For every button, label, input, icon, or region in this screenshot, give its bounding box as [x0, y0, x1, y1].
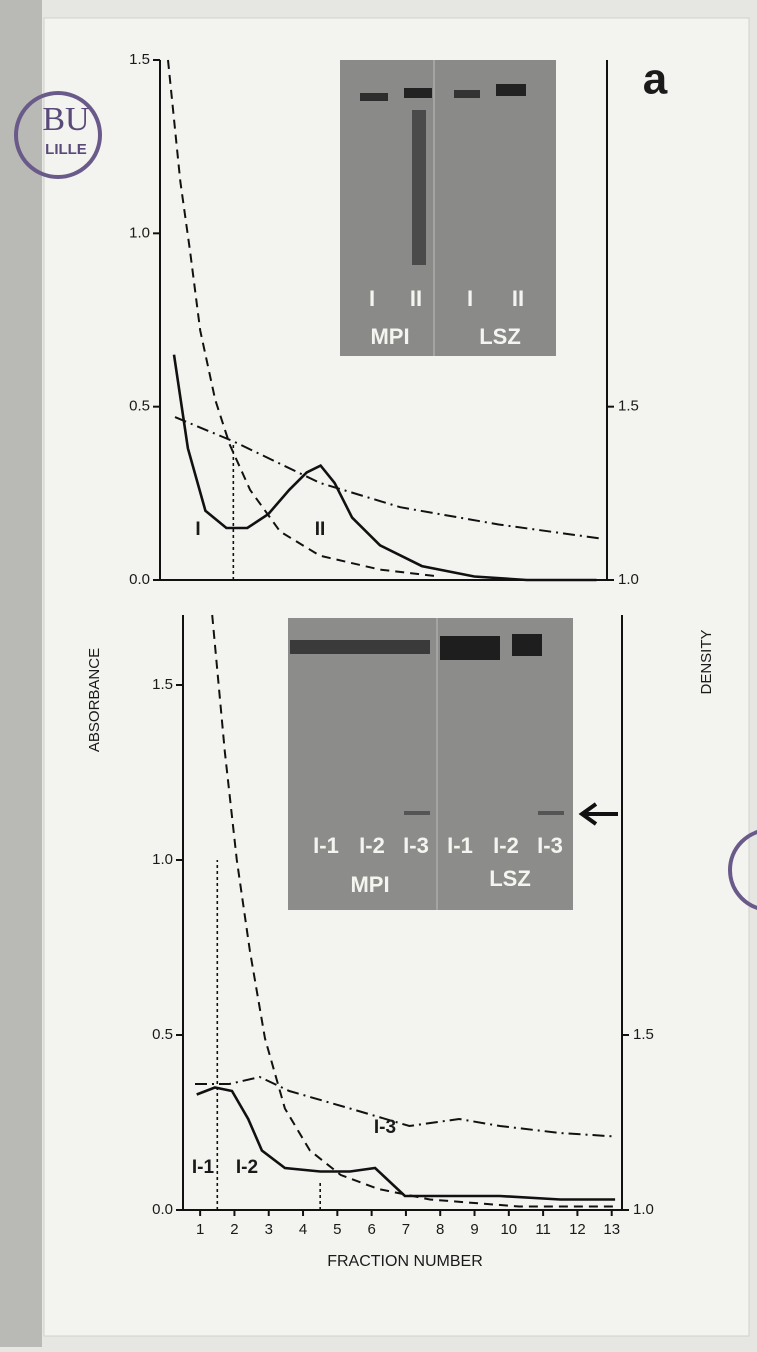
lane-label: I-3	[403, 833, 429, 858]
gel-band	[360, 93, 388, 101]
lane-label: I-2	[493, 833, 519, 858]
group-label: LSZ	[479, 324, 521, 349]
lane-label: II	[512, 286, 524, 311]
x-tick-label: 1	[196, 1221, 204, 1238]
arrow	[578, 802, 618, 826]
line-series	[196, 1086, 616, 1201]
gel-band	[496, 84, 526, 96]
stamp: BU LILLE	[14, 91, 757, 910]
line-series	[167, 59, 440, 578]
y-tick-label: 0.5	[129, 398, 150, 415]
gel-band	[440, 636, 500, 660]
gel-band	[290, 640, 430, 654]
gel-inset: I II I II MPI LSZ	[340, 60, 556, 356]
y-tick-label: 1.5	[129, 51, 150, 68]
lane-label: I	[467, 286, 473, 311]
y2-axis-title: DENSITY	[698, 629, 715, 694]
line-series	[172, 354, 597, 582]
y-tick-label: 1.0	[152, 851, 173, 868]
line-series	[174, 416, 601, 540]
gel-band	[404, 88, 432, 98]
x-tick-label: 5	[333, 1221, 341, 1238]
annotation: II	[315, 519, 326, 540]
y-tick-label: 0.5	[152, 1026, 173, 1043]
gel-band	[454, 90, 480, 98]
axes	[159, 60, 608, 581]
gel-smear	[412, 110, 426, 265]
panel-label: a	[643, 55, 668, 104]
gel-band	[404, 811, 430, 815]
x-tick-label: 11	[535, 1221, 551, 1238]
y-tick-label: 1.5	[152, 676, 173, 693]
y-tick-label: 1.0	[129, 224, 150, 241]
x-tick-label: 10	[500, 1221, 517, 1238]
line-series	[211, 614, 616, 1208]
lane-label: I	[369, 286, 375, 311]
x-tick-label: 9	[470, 1221, 478, 1238]
y-axis-title: ABSORBANCE	[86, 648, 103, 752]
lane-label: II	[410, 286, 422, 311]
annotation: I-1	[192, 1157, 215, 1178]
scan-edge	[0, 0, 42, 1347]
annotation: I-2	[236, 1157, 258, 1178]
x-tick-label: 2	[230, 1221, 238, 1238]
y2-tick-label: 1.0	[633, 1201, 654, 1218]
group-label: LSZ	[489, 866, 531, 891]
y-tick-label: 0.0	[152, 1201, 173, 1218]
lane-label: I-1	[313, 833, 339, 858]
axes	[182, 615, 623, 1211]
stamp-text: BU	[42, 101, 89, 138]
gel-band	[512, 634, 542, 656]
gel-inset: I-1 I-2 I-3 I-1 I-2 I-3 MPI LSZ	[288, 618, 573, 910]
x-tick-label: 12	[569, 1221, 586, 1238]
x-tick-label: 4	[299, 1221, 307, 1238]
gel-photo	[340, 60, 556, 356]
y-tick-label: 0.0	[129, 571, 150, 588]
stamp-ring	[728, 830, 757, 910]
annotation: I	[195, 519, 200, 540]
gel-photo	[288, 618, 573, 910]
x-tick-label: 8	[436, 1221, 444, 1238]
lane-label: I-2	[359, 833, 385, 858]
y2-tick-label: 1.5	[618, 398, 639, 415]
gel-band	[538, 811, 564, 815]
annotation: I-3	[374, 1117, 396, 1138]
x-tick-label: 6	[367, 1221, 375, 1238]
line-series	[195, 1075, 616, 1138]
group-label: MPI	[350, 872, 389, 897]
stamp-ring	[14, 91, 102, 179]
stamp-text: LILLE	[45, 141, 87, 158]
lane-label: I-3	[537, 833, 563, 858]
x-tick-label: 3	[265, 1221, 273, 1238]
group-label: MPI	[370, 324, 409, 349]
y2-tick-label: 1.0	[618, 571, 639, 588]
x-tick-label: 13	[603, 1221, 620, 1238]
x-axis-title: FRACTION NUMBER	[327, 1253, 483, 1270]
y2-tick-label: 1.5	[633, 1026, 654, 1043]
lane-label: I-1	[447, 833, 473, 858]
x-tick-label: 7	[402, 1221, 410, 1238]
